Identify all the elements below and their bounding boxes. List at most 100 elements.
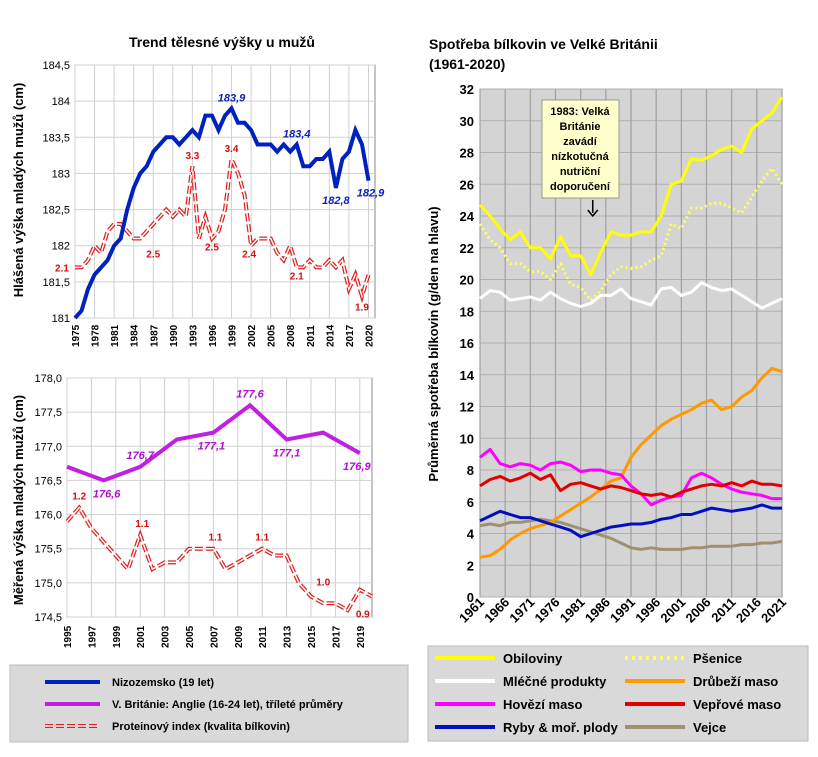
chart1-y-tick-label: 184	[52, 96, 70, 108]
chart3-series-line	[479, 503, 782, 539]
chart1-plot-area	[74, 64, 376, 319]
legend-label: Ryby & moř. plody	[503, 720, 619, 735]
chart1-y-tick-label: 184,5	[42, 60, 70, 72]
chart1-y-tick-label: 183,5	[42, 132, 70, 144]
chart3-y-tick-label: 24	[460, 209, 475, 224]
chart1-y-tick-label: 182	[52, 241, 70, 253]
chart3-series-line	[479, 366, 783, 559]
chart3-callout-text: zavádí	[563, 136, 598, 148]
chart3-x-tick-label: 1996	[632, 595, 663, 626]
chart1-x-tick-label: 2005	[267, 324, 278, 347]
chart1-title: Trend tělesné výšky u mužů	[129, 34, 315, 50]
chart2-data-label: 1.1	[135, 519, 149, 530]
chart3-y-tick-label: 22	[460, 241, 474, 256]
chart2-data-label: 1.0	[316, 578, 330, 589]
chart2-data-label: 176,6	[93, 488, 121, 500]
chart2-plot-area	[66, 377, 373, 618]
chart2-x-tick-label: 2001	[136, 625, 147, 648]
chart1-data-label: 1.9	[355, 302, 369, 313]
chart3-x-tick-label: 2016	[733, 595, 764, 626]
legend-label: Nizozemsko (19 let)	[112, 677, 214, 689]
chart3-y-tick-label: 4	[467, 527, 475, 542]
legend-label: Vepřové maso	[693, 697, 781, 712]
chart3-y-tick-label: 2	[467, 558, 474, 573]
chart1-plot: 181 181,5 182 182,5 183 183,5 184 184,5 1975 1978…	[42, 60, 385, 347]
chart1-x-tick-label: 1996	[208, 324, 219, 347]
chart2-data-label: 1.1	[255, 533, 269, 544]
chart1-data-label: 2.5	[146, 250, 160, 261]
chart1-data-label: 3.3	[185, 151, 199, 162]
chart3-x-tick-label: 1976	[532, 595, 563, 626]
chart2-x-tick-label: 2005	[185, 625, 196, 648]
chart2-y-tick-label: 178,0	[34, 373, 62, 385]
chart1-data-label: 3.4	[225, 144, 239, 155]
chart1-x-tick-label: 1984	[130, 324, 141, 347]
chart3-x-tick-label: 1986	[582, 595, 613, 626]
chart3-series-line	[478, 166, 784, 302]
chart3-y-tick-label: 10	[460, 431, 474, 446]
chart3-x-tick-label: 1991	[607, 595, 638, 626]
chart3-callout-text: Británie	[560, 121, 601, 133]
chart1-data-label: 2.1	[290, 271, 304, 282]
chart3-y-tick-label: 0	[467, 590, 474, 605]
chart3-y-tick-label: 20	[460, 273, 474, 288]
chart3-y-tick-label: 18	[460, 304, 474, 319]
legend-label: Drůbeží maso	[693, 674, 778, 689]
chart3-y-tick-label: 14	[460, 368, 475, 383]
chart1-x-tick-label: 1978	[91, 324, 102, 347]
chart3-y-axis-label: Průměrná spotřeba bílkovin (g/den na hla…	[426, 206, 441, 481]
chart2-x-tick-label: 2017	[331, 625, 342, 648]
chart3-y-tick-label: 28	[460, 146, 474, 161]
chart1-y-tick-label: 181,5	[42, 277, 70, 289]
chart3-title: Spotřeba bílkovin ve Velké Británii	[429, 36, 658, 52]
chart2-series-protein-index-core	[66, 506, 373, 612]
chart1-x-tick-label: 2020	[364, 324, 375, 347]
chart2-x-tick-label: 2003	[161, 625, 172, 648]
chart3-y-tick-label: 6	[467, 495, 474, 510]
chart3-series-line	[479, 471, 783, 499]
chart2-y-tick-label: 174,5	[34, 612, 62, 624]
chart1-data-label: 2.1	[55, 263, 69, 274]
chart2-y-tick-label: 177,5	[34, 407, 62, 419]
chart2-x-tick-label: 2011	[258, 626, 269, 648]
legend-label: Obiloviny	[503, 651, 563, 666]
chart1-x-tick-label: 1987	[149, 324, 160, 347]
chart3-x-tick-label: 1966	[481, 595, 512, 626]
chart1-data-label: 2.4	[242, 250, 256, 261]
chart2-legend: Nizozemsko (19 let) V. Británie: Anglie (…	[9, 664, 409, 743]
chart1-x-tick-label: 1981	[110, 324, 121, 347]
legend-label: Mléčné produkty	[503, 674, 607, 689]
chart3-y-tick-label: 8	[467, 463, 474, 478]
chart1-data-label: 2.5	[205, 242, 219, 253]
chart1-data-label: 183,9	[218, 92, 246, 104]
chart2-x-tick-label: 2009	[234, 625, 245, 648]
legend-label: Proteinový index (kvalita bílkovin)	[112, 721, 290, 733]
chart1-data-label: 182,8	[322, 195, 350, 207]
chart3-y-tick-label: 30	[460, 114, 474, 129]
chart2-y-axis-label: Měřená výška mladých mužů (cm)	[11, 395, 26, 605]
chart2-data-label: 176,7	[126, 450, 154, 462]
legend-label: V. Británie: Anglie (16-24 let), tříleté…	[112, 699, 344, 711]
chart2-x-tick-label: 2013	[283, 625, 294, 648]
legend-label: Hovězí maso	[503, 697, 583, 712]
chart1-x-tick-label: 2014	[325, 324, 336, 347]
chart3-series-line	[479, 281, 783, 310]
chart3-y-tick-label: 26	[460, 177, 474, 192]
chart1-y-axis-label: Hlášená výška mladých mužů (cm)	[11, 83, 26, 298]
chart3-y-tick-label: 32	[460, 82, 474, 97]
chart2-y-tick-label: 175,5	[34, 544, 62, 556]
chart2-x-tick-label: 2015	[307, 625, 318, 648]
chart2-data-label: 1.2	[72, 492, 86, 503]
chart3-callout-text: nutriční	[560, 166, 601, 178]
chart1-x-tick-label: 2008	[286, 324, 297, 347]
chart2-data-label: 0.9	[356, 609, 370, 620]
chart1-data-label: 182,9	[357, 188, 385, 200]
chart3-y-tick-label: 12	[460, 400, 474, 415]
chart2-series-uk-england	[66, 402, 361, 483]
chart3-series-line	[479, 447, 782, 507]
chart2-x-tick-label: 2019	[356, 625, 367, 648]
chart3-x-tick-label: 2001	[657, 595, 688, 626]
chart3-subtitle: (1961-2020)	[429, 56, 505, 72]
chart1-x-tick-label: 1993	[188, 324, 199, 347]
